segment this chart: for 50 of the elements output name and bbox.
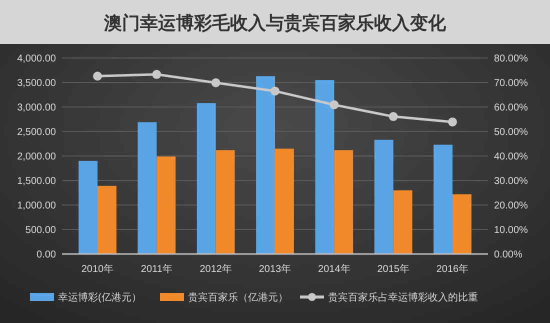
x-tick-label: 2015年 xyxy=(377,263,410,275)
x-tick-label: 2014年 xyxy=(318,263,350,275)
y2-tick-label: 60.00% xyxy=(494,102,528,114)
bar xyxy=(334,150,354,254)
point xyxy=(211,78,220,88)
y2-tick-label: 20.00% xyxy=(494,200,528,212)
x-tick-label: 2010年 xyxy=(81,263,114,275)
y2-tick-label: 10.00% xyxy=(494,225,528,236)
chart-title: 澳门幸运博彩毛收入与贵宾百家乐收入变化 xyxy=(103,13,447,34)
point xyxy=(330,100,339,110)
point xyxy=(93,72,102,81)
bar xyxy=(434,144,452,254)
y-tick-label: 1,000.00 xyxy=(17,200,56,212)
bar xyxy=(256,76,275,254)
bar xyxy=(138,122,157,254)
bar xyxy=(315,80,334,254)
bar xyxy=(374,140,394,254)
bar xyxy=(393,190,412,254)
bar xyxy=(216,150,235,254)
y-tick-label: 2,000.00 xyxy=(17,152,56,162)
bar xyxy=(156,156,176,254)
y2-tick-label: 80.00% xyxy=(494,54,528,64)
bar xyxy=(196,103,216,254)
x-tick-label: 2011年 xyxy=(140,263,172,275)
y2-tick-label: 50.00% xyxy=(494,127,528,138)
y-tick-label: 1,500.00 xyxy=(17,176,56,187)
y-tick-label: 3,500.00 xyxy=(17,78,56,89)
x-tick-label: 2013年 xyxy=(258,263,292,275)
y-tick-label: 0.00 xyxy=(36,250,56,260)
legend-label: 幸运博彩(亿港元） xyxy=(58,292,142,304)
y-tick-label: 500.00 xyxy=(25,225,56,236)
bar xyxy=(452,194,472,254)
legend-label: 贵宾百家乐占幸运博彩收入的比重 xyxy=(328,292,478,304)
bar xyxy=(275,148,294,254)
point xyxy=(270,86,280,96)
legend-label: 贵宾百家乐（亿港元） xyxy=(188,292,288,304)
point xyxy=(388,112,398,122)
point xyxy=(448,117,457,126)
y2-tick-label: 30.00% xyxy=(494,176,528,187)
y2-tick-label: 40.00% xyxy=(494,152,528,162)
x-tick-label: 2016年 xyxy=(436,263,469,275)
y-tick-label: 4,000.00 xyxy=(17,54,56,64)
bar xyxy=(98,186,116,254)
y-tick-label: 3,000.00 xyxy=(17,102,56,114)
y2-tick-label: 70.00% xyxy=(494,78,528,89)
point xyxy=(152,70,162,79)
bar xyxy=(78,160,98,254)
y2-tick-label: 0.00% xyxy=(494,250,522,260)
y-tick-label: 2,500.00 xyxy=(17,127,56,138)
x-tick-label: 2012年 xyxy=(200,263,232,275)
